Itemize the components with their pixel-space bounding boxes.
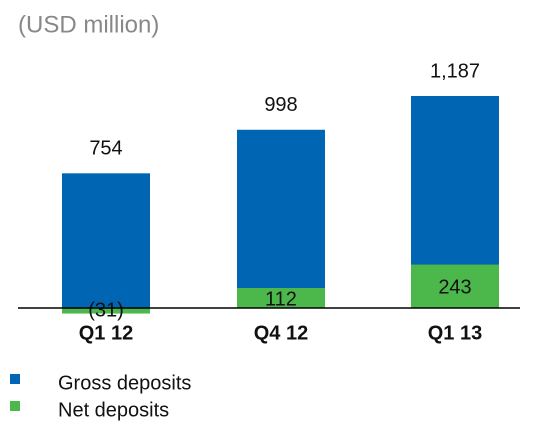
legend-label: Net deposits [58, 399, 169, 421]
bar [62, 308, 150, 314]
value-label: (31) [88, 299, 124, 321]
value-label: 112 [265, 288, 297, 310]
legend-swatch [10, 401, 20, 411]
legend-swatch [10, 374, 20, 384]
x-tick-label: Q4 12 [254, 322, 308, 344]
x-tick-label: Q1 12 [79, 322, 133, 344]
bar [237, 287, 325, 308]
value-label: 998 [264, 94, 297, 116]
bar [62, 173, 150, 308]
value-label: 1,187 [430, 60, 480, 82]
value-label: 754 [89, 138, 122, 160]
subtitle: (USD million) [18, 11, 159, 38]
x-tick-label: Q1 13 [428, 322, 482, 344]
bar [411, 264, 499, 308]
bar [237, 129, 325, 308]
legend-label: Gross deposits [58, 372, 191, 394]
value-label: 243 [438, 277, 471, 299]
